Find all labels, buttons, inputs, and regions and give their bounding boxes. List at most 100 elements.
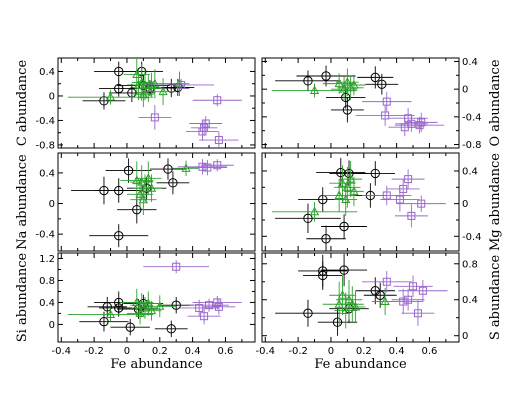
data-point	[114, 185, 124, 196]
data-point	[205, 301, 214, 310]
y-tick-label: -0.4	[35, 230, 55, 241]
data-point	[203, 163, 212, 172]
data-point	[417, 199, 426, 208]
x-tick-label: -0.4	[256, 346, 276, 357]
data-point	[346, 82, 356, 92]
data-point	[177, 80, 186, 89]
y-tick-label: 0	[49, 320, 55, 331]
data-point	[163, 164, 173, 174]
data-point	[146, 305, 157, 315]
y-axis-label-Na: Na abundance	[15, 154, 30, 250]
panel-frame	[261, 57, 460, 149]
data-point	[334, 190, 344, 199]
y-tick-label: 0	[49, 199, 55, 210]
data-point	[382, 97, 391, 106]
panel-frame	[261, 152, 460, 252]
x-tick-label: 0.2	[356, 346, 372, 357]
series-open_circles	[275, 157, 395, 251]
series-purple_squares	[177, 159, 234, 176]
y-tick-label: 0	[462, 199, 468, 210]
x-tick-label: -0.2	[288, 346, 308, 357]
panel-C: -0.8 -0.4 0 0.4 C abundance	[15, 57, 256, 151]
x-tick-label: 0	[328, 346, 334, 357]
y-tick-label: 0.4	[39, 168, 55, 179]
panel-frame	[57, 252, 256, 343]
data-point	[105, 92, 116, 101]
data-point	[303, 308, 313, 318]
data-point	[377, 79, 387, 90]
data-point	[407, 119, 416, 128]
x-tick-label: 0.4	[389, 346, 405, 357]
data-point	[125, 322, 135, 332]
y-axis-label-O: O abundance	[488, 59, 503, 146]
y-tick-label: 0	[462, 331, 468, 342]
data-point	[342, 105, 353, 115]
data-point	[137, 77, 147, 86]
data-point	[99, 96, 109, 106]
y-axis-label-Si: Si abundance	[15, 252, 30, 342]
y-tick-label: 1.2	[39, 254, 55, 265]
data-point	[318, 270, 328, 281]
data-point	[342, 182, 353, 191]
panel-frame	[57, 57, 256, 149]
data-point	[213, 161, 222, 170]
data-point	[407, 211, 416, 220]
data-point	[99, 316, 109, 327]
data-point	[382, 277, 391, 286]
data-point	[114, 230, 124, 241]
x-tick-label: 0	[124, 346, 130, 357]
panel-frame	[57, 152, 256, 252]
y-tick-label: 0.4	[462, 166, 478, 177]
data-point	[150, 113, 159, 122]
y-tick-label: 0	[49, 91, 55, 102]
data-point	[303, 213, 313, 224]
data-point	[370, 72, 380, 83]
x-tick-label: 0.6	[421, 346, 437, 357]
x-tick-label: 0.6	[217, 346, 233, 357]
data-point	[375, 290, 385, 300]
y-tick-label: -0.4	[462, 112, 482, 123]
y-tick-label: 0.8	[39, 276, 55, 287]
series-open_circles	[275, 65, 399, 123]
x-tick-label: 0.4	[185, 346, 201, 357]
series-open_circles	[71, 158, 190, 248]
data-point	[213, 96, 222, 105]
data-point	[105, 309, 116, 319]
series-green_triangles	[67, 288, 177, 325]
data-point	[341, 305, 351, 315]
data-point	[380, 296, 390, 306]
data-point	[214, 302, 223, 311]
data-point	[201, 119, 210, 128]
data-point	[146, 79, 157, 89]
data-point	[334, 299, 344, 308]
data-point	[214, 136, 223, 145]
y-tick-label: 0.4	[39, 298, 55, 309]
y-tick-label: 0	[462, 85, 468, 96]
data-point	[123, 165, 134, 176]
data-point	[140, 79, 150, 89]
data-point	[132, 175, 142, 185]
data-point	[332, 317, 343, 327]
data-point	[417, 118, 426, 127]
series-purple_squares	[362, 270, 448, 326]
series-purple_squares	[355, 91, 445, 137]
data-point	[133, 79, 144, 89]
series-green_triangles	[271, 68, 366, 102]
data-point	[418, 286, 427, 295]
data-point	[171, 300, 181, 310]
data-point	[114, 303, 124, 313]
data-point	[309, 206, 320, 216]
data-point	[381, 111, 390, 120]
data-point	[321, 71, 331, 81]
y-tick-label: -0.4	[35, 116, 55, 127]
y-tick-label: 0.8	[462, 259, 478, 270]
x-tick-label: 0.2	[152, 346, 168, 357]
x-axis-label: Fe abundance	[110, 357, 203, 372]
series-purple_squares	[138, 78, 242, 148]
data-point	[143, 173, 153, 182]
data-point	[334, 78, 344, 88]
panel-frame	[261, 252, 460, 343]
y-tick-label: 0.4	[39, 67, 55, 78]
y-tick-label: -0.8	[35, 140, 55, 151]
